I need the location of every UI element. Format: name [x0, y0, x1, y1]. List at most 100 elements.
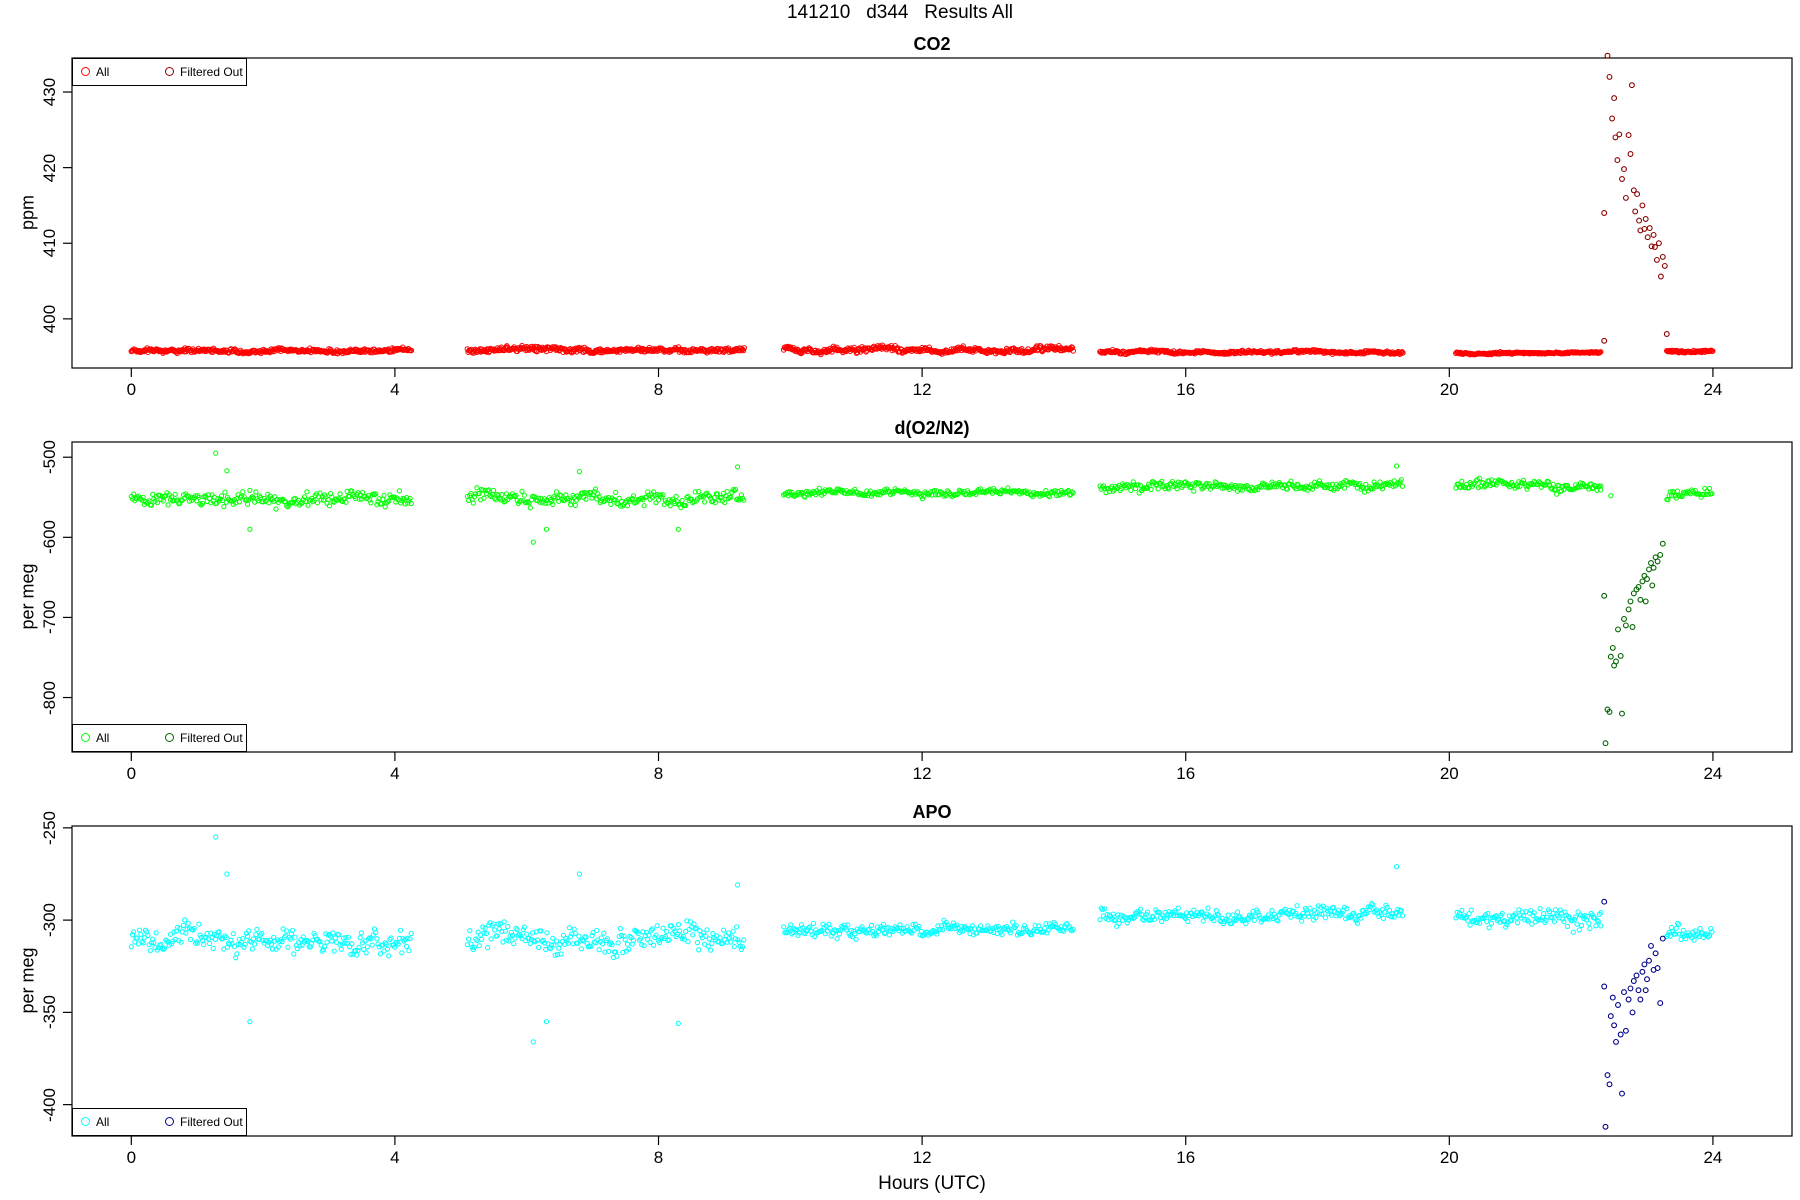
data-point-all — [1363, 911, 1369, 917]
data-point-all — [343, 935, 349, 941]
data-point-all — [589, 495, 595, 501]
data-point-all — [654, 491, 660, 498]
data-point-all — [660, 925, 666, 931]
data-point-all — [948, 926, 954, 932]
data-point-all — [329, 494, 335, 500]
data-point-all — [954, 492, 960, 498]
data-point-all — [386, 953, 392, 959]
data-point-all — [1180, 483, 1186, 489]
data-point-all — [784, 930, 790, 936]
data-point-all — [626, 946, 632, 953]
data-point-all — [1380, 915, 1387, 922]
data-point-all — [1504, 922, 1510, 928]
data-point-all — [873, 933, 879, 939]
data-point-all — [1378, 912, 1384, 918]
data-point-all — [667, 503, 673, 509]
data-point-filtered — [1646, 225, 1653, 232]
x-tick-label: 8 — [653, 380, 664, 399]
data-point-all — [1064, 921, 1070, 927]
data-point-all — [505, 923, 511, 930]
data-point-all — [614, 953, 620, 959]
data-point-all — [1249, 484, 1255, 490]
data-point-all — [1549, 486, 1555, 492]
data-point-all — [1101, 483, 1107, 489]
data-point-all — [471, 944, 478, 950]
data-point-all — [536, 944, 542, 951]
data-point-all — [1524, 917, 1530, 923]
data-point-all — [1127, 483, 1133, 489]
data-point-all — [525, 499, 531, 505]
data-point-all — [1597, 349, 1604, 355]
data-point-all — [508, 494, 514, 500]
data-point-all — [553, 489, 560, 495]
data-point-all — [732, 936, 739, 942]
data-point-all — [566, 925, 573, 931]
data-point-all — [386, 498, 392, 504]
data-point-all — [1580, 913, 1586, 919]
data-point-all — [715, 491, 721, 497]
data-point-all — [1174, 486, 1180, 492]
data-point-all — [1608, 493, 1614, 499]
legend-entry-all: All — [81, 731, 109, 745]
data-point-all — [1706, 485, 1713, 492]
data-point-all — [636, 937, 643, 943]
data-point-all — [1585, 913, 1591, 920]
data-point-all — [576, 933, 582, 939]
data-point-all — [1598, 483, 1604, 489]
data-point-all — [576, 871, 583, 877]
data-point-all — [150, 491, 156, 497]
data-point-all — [178, 939, 184, 945]
data-point-all — [407, 936, 413, 942]
legend-entry-all: All — [81, 1115, 109, 1129]
data-point-all — [1468, 907, 1474, 913]
data-point-filtered — [1648, 942, 1654, 949]
data-point-all — [1513, 915, 1520, 921]
data-point-all — [1377, 479, 1383, 485]
data-point-all — [731, 488, 737, 494]
data-point-all — [1039, 492, 1045, 498]
data-point-all — [140, 940, 146, 946]
data-point-all — [1344, 906, 1350, 912]
data-point-all — [1576, 927, 1582, 933]
data-point-all — [1465, 918, 1471, 924]
data-point-all — [946, 925, 952, 932]
data-point-all — [1551, 919, 1558, 925]
data-point-all — [918, 928, 924, 934]
data-point-all — [204, 930, 210, 937]
circle-marker-icon — [81, 1117, 90, 1127]
data-point-all — [993, 924, 999, 930]
data-point-filtered — [1625, 606, 1632, 613]
data-point-filtered — [1621, 616, 1627, 622]
data-point-all — [1691, 937, 1697, 943]
data-point-all — [995, 924, 1002, 930]
data-point-all — [817, 928, 824, 935]
data-point-filtered — [1663, 331, 1670, 337]
data-point-filtered — [1648, 243, 1655, 250]
data-point-all — [781, 924, 787, 930]
data-point-all — [565, 940, 571, 946]
data-point-all — [868, 922, 875, 929]
data-point-all — [997, 926, 1003, 932]
data-point-all — [1506, 913, 1512, 919]
data-point-all — [578, 946, 584, 952]
data-point-all — [1485, 910, 1491, 917]
data-point-all — [651, 942, 657, 948]
data-point-all — [705, 943, 711, 949]
data-point-all — [368, 936, 374, 942]
data-point-all — [1231, 916, 1237, 923]
circle-marker-icon — [81, 733, 90, 743]
data-point-all — [1343, 916, 1349, 922]
data-point-all — [609, 942, 615, 948]
data-point-all — [685, 939, 691, 945]
data-point-all — [606, 494, 612, 501]
data-point-all — [1365, 904, 1371, 910]
data-point-filtered — [1633, 972, 1640, 979]
data-point-all — [291, 951, 297, 957]
data-point-all — [938, 489, 945, 495]
data-point-all — [706, 936, 713, 942]
data-point-all — [1709, 348, 1716, 354]
data-point-all — [236, 499, 242, 505]
data-point-all — [240, 935, 246, 942]
data-point-all — [473, 491, 479, 497]
data-point-all — [395, 941, 401, 947]
